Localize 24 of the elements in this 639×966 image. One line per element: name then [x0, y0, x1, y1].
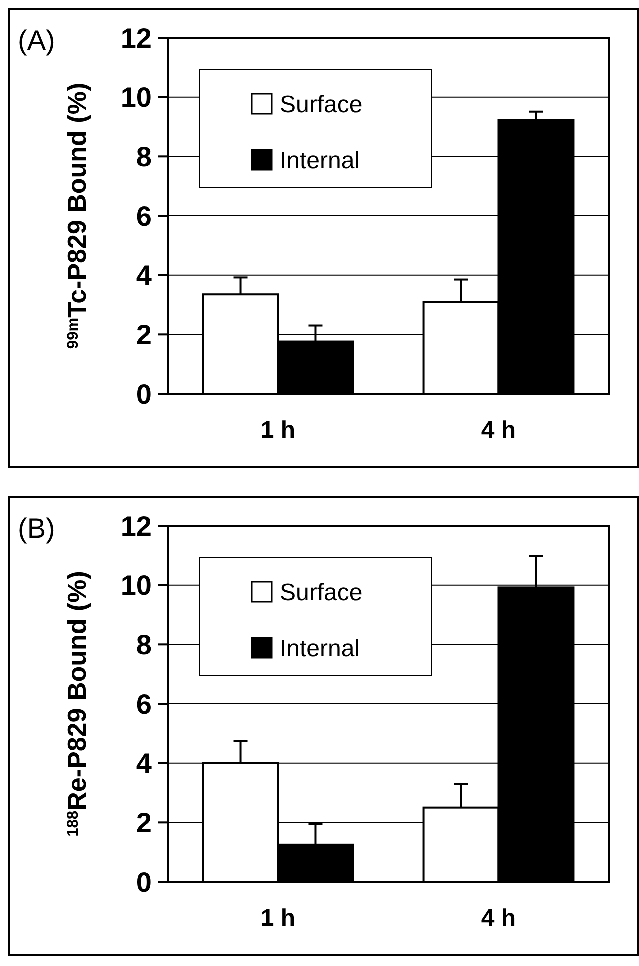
y-tick-label: 12 [120, 510, 152, 542]
y-tick-label: 4 [136, 260, 152, 292]
y-tick-label: 0 [136, 378, 152, 410]
y-tick-label: 4 [136, 748, 152, 780]
legend-label: Internal [280, 147, 360, 174]
x-tick-label: 4 h [481, 905, 516, 932]
chart-title: (A) [18, 25, 56, 56]
y-tick-label: 10 [120, 570, 152, 602]
x-tick-label: 1 h [260, 417, 296, 444]
legend-label: Surface [280, 91, 363, 118]
x-tick-label: 4 h [481, 417, 516, 444]
y-tick-label: 0 [136, 866, 152, 898]
legend-label: Internal [280, 635, 360, 662]
y-tick-label: 6 [136, 200, 152, 232]
y-tick-label: 8 [136, 141, 152, 172]
y-tick-label: 10 [120, 82, 152, 114]
y-tick-label: 6 [136, 688, 152, 720]
y-tick-label: 2 [136, 807, 152, 838]
y-tick-label: 12 [120, 22, 152, 54]
chart-title: (B) [18, 513, 56, 544]
y-tick-label: 8 [136, 629, 152, 660]
x-tick-label: 1 h [260, 905, 296, 932]
y-tick-label: 2 [136, 319, 152, 350]
legend-label: Surface [280, 579, 363, 606]
